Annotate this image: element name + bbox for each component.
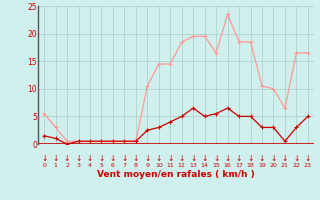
Text: ↓: ↓ — [52, 154, 59, 163]
Text: ↓: ↓ — [144, 154, 150, 163]
Text: ↓: ↓ — [236, 154, 242, 163]
Text: ↓: ↓ — [167, 154, 173, 163]
Text: ↓: ↓ — [41, 154, 47, 163]
Text: ↓: ↓ — [64, 154, 70, 163]
Text: ↓: ↓ — [213, 154, 219, 163]
Text: ↓: ↓ — [259, 154, 265, 163]
Text: ↓: ↓ — [121, 154, 128, 163]
Text: ↓: ↓ — [282, 154, 288, 163]
Text: ↓: ↓ — [133, 154, 139, 163]
Text: ↓: ↓ — [110, 154, 116, 163]
Text: ↓: ↓ — [156, 154, 162, 163]
Text: ↓: ↓ — [87, 154, 93, 163]
Text: ↓: ↓ — [305, 154, 311, 163]
Text: ↓: ↓ — [224, 154, 231, 163]
Text: ↓: ↓ — [179, 154, 185, 163]
Text: ↓: ↓ — [202, 154, 208, 163]
Text: ↓: ↓ — [98, 154, 105, 163]
Text: ↓: ↓ — [190, 154, 196, 163]
Text: ↓: ↓ — [293, 154, 300, 163]
Text: ↓: ↓ — [247, 154, 254, 163]
Text: ↓: ↓ — [270, 154, 277, 163]
X-axis label: Vent moyen/en rafales ( km/h ): Vent moyen/en rafales ( km/h ) — [97, 170, 255, 179]
Text: ↓: ↓ — [75, 154, 82, 163]
